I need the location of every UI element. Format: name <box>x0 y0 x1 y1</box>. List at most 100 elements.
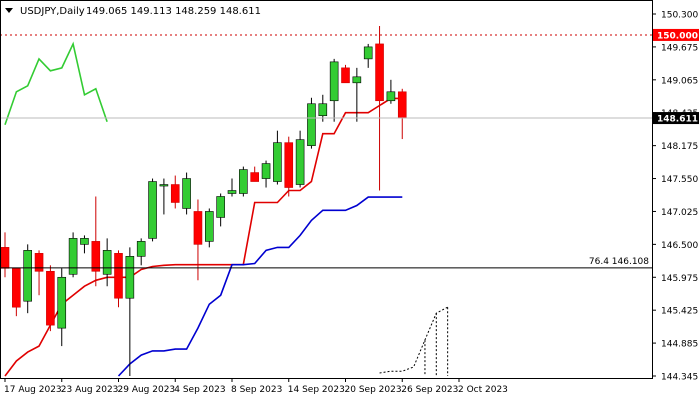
candle-23 <box>261 160 271 188</box>
x-tick-label-8: 2 Oct 2023 <box>458 385 508 395</box>
candle-18 <box>205 208 214 248</box>
candle-body-bull <box>57 276 67 329</box>
x-tick-label-1: 23 Aug 2023 <box>61 385 119 395</box>
candle-22 <box>250 166 259 182</box>
x-tick-label-4: 8 Sep 2023 <box>231 385 282 395</box>
y-tick-label-7: 146.500 <box>661 241 698 251</box>
candle-17 <box>193 199 203 281</box>
y-tick-label-0: 150.300 <box>661 11 698 21</box>
candle-5 <box>57 268 67 347</box>
candle-19 <box>216 193 225 227</box>
symbol-dropdown-icon[interactable] <box>5 8 13 13</box>
candle-20 <box>227 178 237 197</box>
indicator-line-2 <box>4 41 108 125</box>
candle-body-bull <box>68 238 78 275</box>
price-tag-label: 148.611 <box>657 115 698 125</box>
candle-body-bear <box>250 172 259 182</box>
candle-body-bull <box>159 184 169 187</box>
candle-12 <box>136 238 146 266</box>
y-tick-label-10: 144.885 <box>661 340 698 350</box>
candle-body-bear <box>170 184 180 203</box>
y-tick-label-8: 145.975 <box>661 274 698 284</box>
candle-body-bull <box>125 256 135 299</box>
candle-21 <box>239 166 248 197</box>
candle-body-bear <box>0 247 10 269</box>
chart-symbol-label: USDJPY,Daily <box>20 6 85 17</box>
plot-frame <box>0 0 653 379</box>
y-tick-label-6: 147.025 <box>661 208 698 218</box>
candle-body-bull <box>318 103 328 117</box>
candle-body-bull <box>261 163 271 179</box>
candle-16 <box>182 172 191 215</box>
candle-29 <box>329 58 339 122</box>
level-tag-bg <box>653 28 699 41</box>
candle-11 <box>125 247 135 376</box>
candle-body-bull <box>216 196 225 218</box>
x-axis: 17 Aug 2023 23 Aug 2023 29 Aug 2023 4 Sep 2… <box>4 378 508 395</box>
candle-4 <box>46 265 55 332</box>
candle-15 <box>170 175 180 209</box>
candle-body-bull <box>148 181 157 239</box>
candle-body-bull <box>239 169 248 194</box>
candle-body-bull <box>80 238 89 245</box>
candle-7 <box>80 235 89 254</box>
y-tick-label-2: 149.065 <box>661 76 698 86</box>
candle-body-bull <box>227 190 237 194</box>
candle-32 <box>363 43 373 68</box>
candle-body-bear <box>114 253 123 299</box>
candle-body-bear <box>284 142 294 188</box>
candle-body-bear <box>91 241 101 272</box>
candle-33 <box>375 25 384 191</box>
candle-body-bull <box>23 250 33 302</box>
candle-2 <box>23 244 33 314</box>
x-tick-label-6: 20 Sep 2023 <box>345 385 402 395</box>
y-tick-label-11: 144.345 <box>661 373 698 383</box>
candle-9 <box>102 238 112 287</box>
y-tick-label-1: 149.675 <box>661 43 698 53</box>
candle-30 <box>341 64 350 84</box>
candle-body-bear <box>34 253 44 272</box>
y-tick-label-9: 145.425 <box>661 307 698 317</box>
fib-764-label: 76.4 146.108 <box>589 257 649 267</box>
candle-body-bull <box>329 61 339 102</box>
y-tick-label-5: 147.550 <box>661 175 698 185</box>
price-tag-bg <box>653 112 699 125</box>
indicator-line-0 <box>4 97 403 377</box>
x-tick-label-3: 4 Sep 2023 <box>174 385 225 395</box>
candle-25 <box>284 136 294 197</box>
y-tick-label-4: 148.175 <box>661 142 698 152</box>
candle-13 <box>148 178 157 242</box>
indicator-line-1 <box>117 196 403 377</box>
candle-10 <box>114 250 123 308</box>
candle-27 <box>307 97 316 149</box>
level-tag-label: 150.000 <box>657 31 698 41</box>
candle-body-bull <box>363 46 373 60</box>
candle-body-bull <box>352 76 362 84</box>
candle-body-bull <box>386 91 396 102</box>
candle-26 <box>295 130 305 188</box>
candle-28 <box>318 94 328 122</box>
candle-body-bull <box>182 178 191 209</box>
candle-body-bear <box>12 267 21 308</box>
candle-body-bull <box>102 250 112 275</box>
candle-34 <box>386 79 396 104</box>
chart-ohlc-readout: 149.065 149.113 148.259 148.611 <box>86 6 261 17</box>
candle-24 <box>273 130 282 185</box>
x-tick-label-7: 26 Sep 2023 <box>401 385 458 395</box>
x-tick-label-2: 29 Aug 2023 <box>118 385 176 395</box>
candle-3 <box>34 250 44 296</box>
candle-body-bear <box>397 91 407 119</box>
candle-body-bear <box>341 67 350 84</box>
x-tick-label-5: 14 Sep 2023 <box>288 385 345 395</box>
candle-body-bull <box>205 211 214 242</box>
x-tick-label-0: 17 Aug 2023 <box>4 385 62 395</box>
candle-body-bear <box>375 43 384 102</box>
y-axis: 150.300149.675149.065148.435148.175147.5… <box>652 11 699 383</box>
reference-lines: 76.4 146.108 <box>0 34 652 269</box>
candle-body-bear <box>46 270 55 326</box>
candle-body-bear <box>193 211 203 245</box>
candle-body-bull <box>136 241 146 257</box>
candle-31 <box>352 67 362 122</box>
